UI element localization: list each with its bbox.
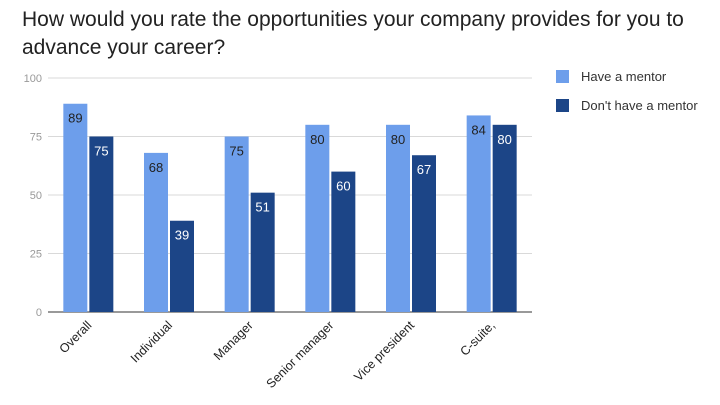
- x-axis: Overall Individual Manager Senior manager Vi…: [57, 318, 498, 391]
- bar-have-mentor: [386, 124, 410, 312]
- data-label: 75: [94, 144, 108, 159]
- data-label: 39: [175, 228, 189, 243]
- gridlines: [48, 77, 532, 313]
- bar-have-mentor: [224, 136, 249, 312]
- y-tick-label: 100: [24, 73, 42, 85]
- bar-no-mentor: [412, 155, 436, 312]
- data-label: 75: [229, 144, 243, 159]
- x-tick-label: C-suite,: [457, 318, 497, 358]
- bar-no-mentor: [89, 136, 114, 312]
- bar-have-mentor: [63, 103, 88, 313]
- data-label: 84: [471, 122, 485, 137]
- y-axis: 0 25 50 75 100: [24, 73, 42, 319]
- legend-label: Have a mentor: [581, 69, 667, 84]
- y-tick-label: 50: [30, 190, 42, 202]
- data-label: 60: [336, 179, 350, 194]
- y-tick-label: 0: [36, 307, 42, 319]
- bar-no-mentor: [170, 220, 194, 312]
- legend-swatch: [556, 70, 569, 83]
- bar-no-mentor: [492, 124, 517, 312]
- data-label: 80: [497, 132, 511, 147]
- data-label: 67: [417, 162, 431, 177]
- x-tick-label: Vice president: [351, 318, 417, 384]
- x-tick-label: Individual: [128, 318, 175, 365]
- bars: 89 75 68 39 75 51 80 60 80 67 84 80: [63, 103, 517, 313]
- bar-have-mentor: [305, 124, 330, 312]
- bar-no-mentor: [250, 192, 275, 312]
- x-tick-label: Overall: [57, 318, 95, 356]
- data-label: 89: [68, 111, 82, 126]
- x-tick-label: Manager: [211, 318, 256, 363]
- legend-label: Don't have a mentor: [581, 98, 698, 113]
- bar-have-mentor: [466, 115, 491, 312]
- data-label: 80: [310, 132, 324, 147]
- legend-swatch: [556, 99, 569, 112]
- y-tick-label: 75: [30, 132, 42, 144]
- x-tick-label: Senior manager: [264, 318, 337, 391]
- y-tick-label: 25: [30, 249, 42, 261]
- legend: Have a mentor Don't have a mentor: [556, 69, 698, 113]
- data-label: 80: [391, 132, 405, 147]
- bar-have-mentor: [144, 152, 168, 312]
- data-label: 51: [255, 200, 269, 215]
- bar-no-mentor: [331, 171, 356, 312]
- data-label: 68: [149, 160, 163, 175]
- chart-title: How would you rate the opportunities you…: [22, 8, 684, 59]
